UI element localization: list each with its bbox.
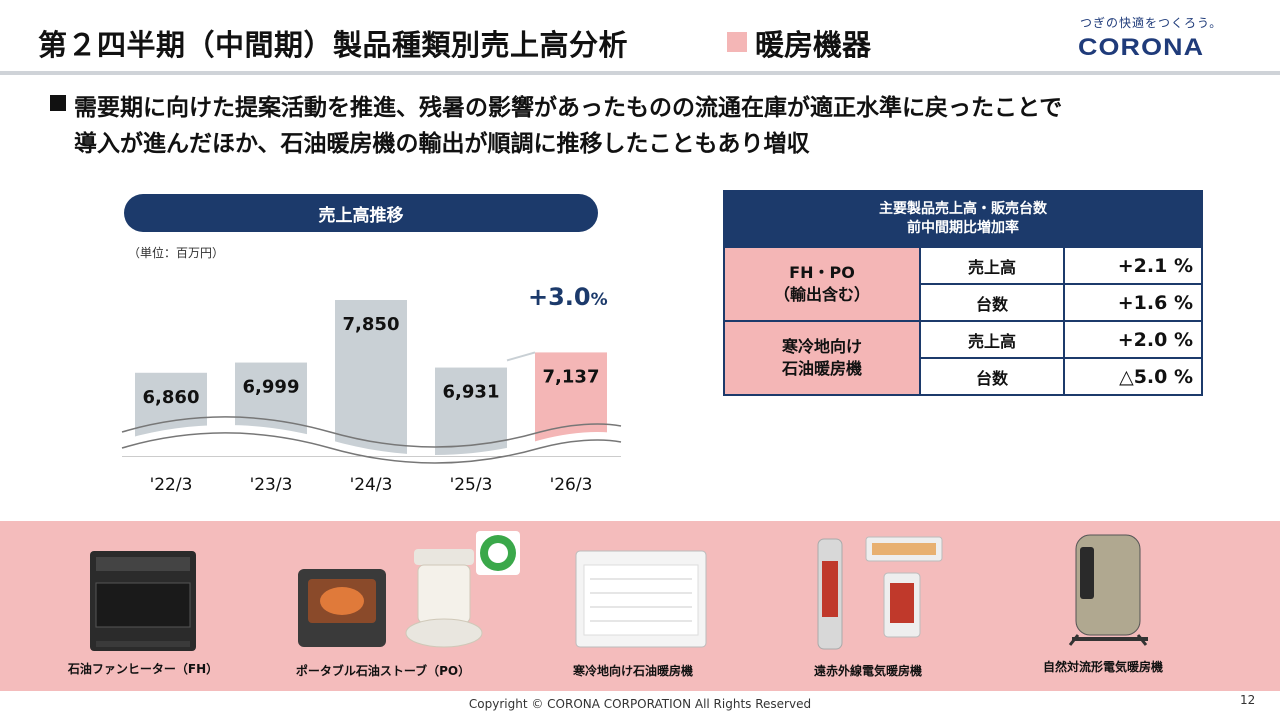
group-name-line-1: FH・PO	[789, 263, 855, 282]
square-bullet-icon	[50, 95, 66, 111]
axis-break-fill	[122, 425, 621, 456]
category-label: 暖房機器	[755, 28, 872, 62]
chart-title: 売上高推移	[124, 194, 598, 232]
x-tick-label-3: '25/3	[450, 475, 493, 495]
header-divider	[0, 71, 1280, 75]
metric-cell: 台数	[919, 357, 1065, 396]
page-title: 第２四半期（中間期）製品種類別売上高分析	[38, 28, 629, 62]
kpi-table-header: 主要製品売上高・販売台数 前中間期比増加率	[723, 190, 1203, 248]
bar-value-label-1: 6,999	[243, 377, 300, 398]
bar-value-label-4: 7,137	[543, 366, 600, 387]
x-tick-label-1: '23/3	[250, 475, 293, 495]
natural-convection-heater-illustration	[1068, 534, 1148, 646]
fan-heater-illustration	[90, 551, 196, 651]
axis-break-line-top	[121, 416, 622, 448]
far-infrared-heater-illustration	[817, 536, 943, 650]
portable-stove-round-illustration	[405, 549, 483, 648]
kpi-header-line-1: 主要製品売上高・販売台数	[879, 201, 1047, 217]
group-name-line-2: （輸出含む）	[773, 285, 870, 304]
x-tick-label-2: '24/3	[350, 475, 393, 495]
group-name-line-2: 石油暖房機	[781, 359, 862, 378]
page-number: 12	[1240, 693, 1256, 707]
lead-text-line-2: 導入が進んだほか、石油暖房機の輸出が順調に推移したこともあり増収	[74, 131, 810, 157]
x-tick-label-4: '26/3	[550, 475, 593, 495]
group-name-line-1: 寒冷地向け	[781, 337, 862, 356]
kpi-table: 主要製品売上高・販売台数 前中間期比増加率 FH・PO （輸出含む） 売上高 +…	[723, 190, 1203, 396]
bar-value-label-2: 7,850	[343, 314, 400, 335]
category-swatch	[727, 32, 747, 52]
corona-logo: CORONA	[1078, 34, 1205, 61]
metric-cell: 台数	[919, 283, 1065, 322]
growth-rate-value: +3.0	[528, 283, 591, 311]
product-label-cold-region-heater: 寒冷地向け石油暖房機	[572, 664, 694, 678]
axis-break-line-bottom	[121, 432, 622, 464]
product-label-far-infrared-heater: 遠赤外線電気暖房機	[813, 664, 923, 678]
x-tick-label-0: '22/3	[150, 475, 193, 495]
bar-value-label-3: 6,931	[443, 382, 500, 403]
value-cell: +2.1 %	[1063, 246, 1203, 285]
value-cell: +2.0 %	[1063, 320, 1203, 359]
chart-title-text: 売上高推移	[318, 205, 404, 226]
product-illustrations	[90, 531, 1148, 651]
value-cell: +1.6 %	[1063, 283, 1203, 322]
bar-2	[335, 300, 407, 456]
group-fh-po: FH・PO （輸出含む）	[723, 246, 921, 322]
kpi-header-line-2: 前中間期比増加率	[907, 220, 1019, 236]
group-cold-region-heater: 寒冷地向け 石油暖房機	[723, 320, 921, 396]
growth-rate-unit: %	[590, 290, 608, 310]
brand-tagline: つぎの快適をつくろう。	[1080, 16, 1223, 30]
portable-stove-dark-illustration	[298, 569, 386, 647]
growth-connector	[506, 351, 536, 362]
eco-mark-icon	[476, 531, 520, 575]
chart-unit-label: （単位：百万円）	[128, 246, 225, 260]
growth-rate: +3.0%	[528, 283, 608, 311]
bar-value-label-0: 6,860	[143, 387, 200, 408]
cold-region-heater-illustration	[575, 550, 707, 648]
product-label-convection-heater: 自然対流形電気暖房機	[1042, 660, 1164, 674]
copyright-text: Copyright © CORONA CORPORATION All Right…	[468, 697, 812, 711]
metric-cell: 売上高	[919, 320, 1065, 359]
value-cell: △5.0 %	[1063, 357, 1203, 396]
bar-3	[435, 367, 507, 456]
product-label-fan-heater: 石油ファンヒーター（FH）	[67, 662, 219, 676]
sales-bar-chart: 6,860 '22/3 6,999 '23/3 7,850 '24/3 6,931 '25/3…	[121, 300, 622, 495]
product-label-portable-stove: ポータブル石油ストーブ（PO）	[295, 664, 471, 678]
lead-text-line-1: 需要期に向けた提案活動を推進、残暑の影響があったものの流通在庫が適正水準に戻った…	[74, 95, 1063, 121]
metric-cell: 売上高	[919, 246, 1065, 285]
